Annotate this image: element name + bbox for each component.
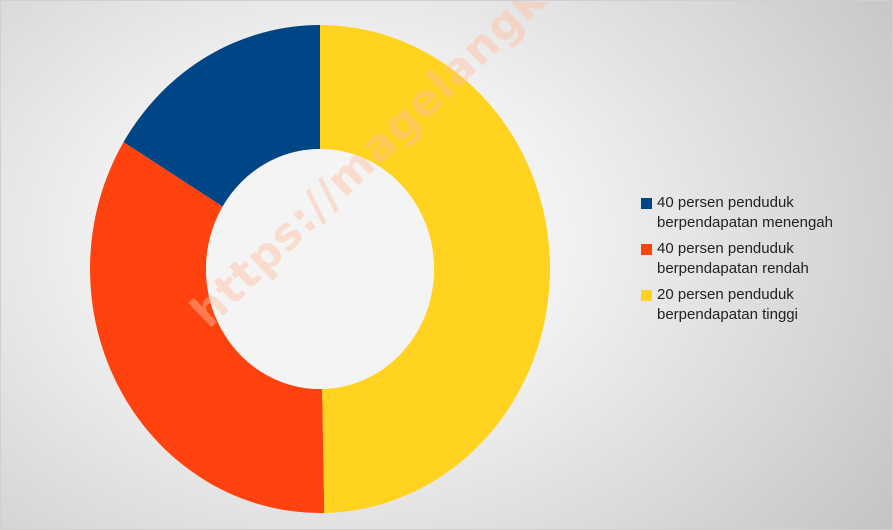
legend: 40 persen penduduk berpendapatan menengah… (641, 193, 886, 331)
donut-slice-tinggi (320, 25, 550, 513)
legend-swatch-rendah (641, 244, 652, 255)
legend-swatch-menengah (641, 198, 652, 209)
donut-slice-menengah (123, 25, 320, 207)
legend-item-menengah: 40 persen penduduk berpendapatan menengah (641, 193, 886, 233)
donut-hole (206, 149, 434, 389)
legend-item-rendah: 40 persen penduduk berpendapatan rendah (641, 239, 886, 279)
legend-swatch-tinggi (641, 290, 652, 301)
legend-label-menengah: 40 persen penduduk berpendapatan menengah (657, 194, 833, 231)
donut-slice-rendah (89, 142, 325, 514)
legend-item-tinggi: 20 persen penduduk berpendapatan tinggi (641, 285, 886, 325)
legend-label-rendah: 40 persen penduduk berpendapatan rendah (657, 240, 809, 277)
legend-label-tinggi: 20 persen penduduk berpendapatan tinggi (657, 286, 798, 323)
